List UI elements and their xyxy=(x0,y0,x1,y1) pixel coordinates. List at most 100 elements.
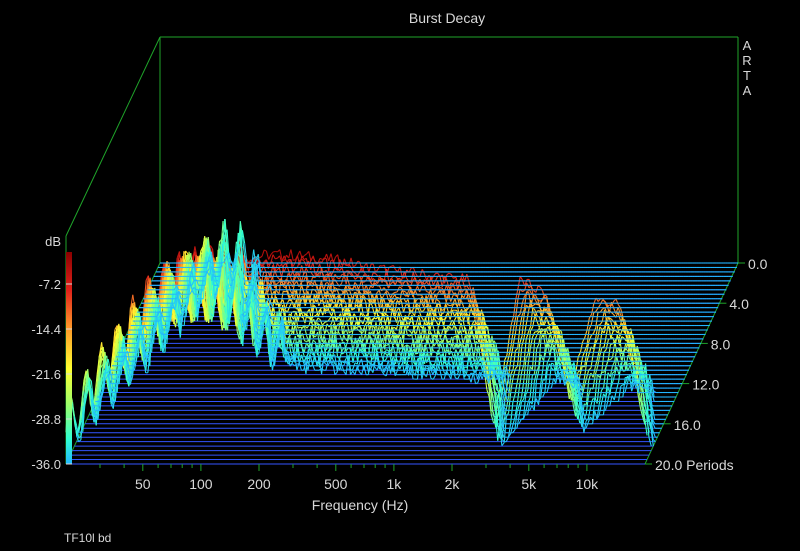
decay-segment xyxy=(317,323,321,326)
decay-segment xyxy=(527,326,532,333)
decay-segment xyxy=(586,340,590,352)
decay-segment xyxy=(296,260,301,269)
decay-segment xyxy=(641,409,646,423)
decay-segment xyxy=(455,328,460,335)
decay-segment xyxy=(271,276,276,289)
decay-segment xyxy=(622,377,626,398)
decay-segment xyxy=(613,307,617,314)
decay-segment xyxy=(462,335,466,345)
decay-segment xyxy=(450,303,454,307)
decay-segment xyxy=(350,271,354,276)
decay-segment xyxy=(357,271,361,276)
side-right-edge xyxy=(644,262,739,465)
decay-segment xyxy=(507,433,512,438)
decay-segment xyxy=(508,344,512,356)
decay-segment xyxy=(611,375,615,385)
decay-segment xyxy=(426,290,429,293)
decay-segment xyxy=(642,386,646,389)
decay-segment xyxy=(490,386,494,397)
decay-segment xyxy=(297,250,301,256)
decay-segment xyxy=(474,298,478,306)
decay-segment xyxy=(78,431,81,434)
watermark-letter: R xyxy=(742,53,751,68)
decay-segment xyxy=(512,393,516,403)
decay-segment xyxy=(434,281,439,288)
decay-segment xyxy=(305,281,309,296)
decay-segment xyxy=(436,290,441,295)
decay-segment xyxy=(641,404,646,412)
decay-segment xyxy=(493,415,496,418)
decay-segment xyxy=(373,272,376,274)
decay-segment xyxy=(652,439,656,443)
decay-segment xyxy=(305,291,309,302)
decay-segment xyxy=(341,267,345,275)
decay-segment xyxy=(641,381,645,399)
decay-segment xyxy=(367,277,372,283)
decay-segment xyxy=(285,273,289,284)
decay-segment xyxy=(619,330,623,337)
decay-segment xyxy=(303,253,307,257)
decay-segment xyxy=(396,300,400,303)
decay-segment xyxy=(501,438,505,443)
decay-segment xyxy=(532,303,536,306)
decay-segment xyxy=(328,349,331,352)
decay-segment xyxy=(435,276,439,282)
decay-segment xyxy=(71,403,76,417)
decay-segment xyxy=(447,312,451,320)
decay-segment xyxy=(582,337,586,342)
decay-segment xyxy=(450,282,454,286)
decay-segment xyxy=(459,284,463,293)
decay-segment xyxy=(356,297,360,312)
decay-segment xyxy=(485,358,490,378)
decay-segment xyxy=(350,257,354,267)
decay-segment xyxy=(576,412,581,423)
decay-segment xyxy=(427,295,432,307)
decay-segment xyxy=(354,291,357,294)
decay-segment xyxy=(586,318,590,330)
decay-segment xyxy=(512,429,516,434)
decay-segment xyxy=(401,271,405,279)
decay-segment xyxy=(505,437,509,442)
decay-segment xyxy=(110,400,114,402)
decay-segment xyxy=(331,293,335,303)
decay-segment xyxy=(512,317,517,329)
decay-segment xyxy=(503,416,507,443)
decay-segment xyxy=(80,391,84,421)
decay-segment xyxy=(337,277,340,280)
decay-segment xyxy=(586,329,590,346)
decay-segment xyxy=(544,294,548,297)
decay-segment xyxy=(272,250,276,253)
decay-segment xyxy=(129,310,133,335)
decay-segment xyxy=(620,384,624,387)
decay-segment xyxy=(474,313,478,319)
decay-segment xyxy=(607,323,612,339)
decay-segment xyxy=(494,392,498,405)
decay-segment xyxy=(456,305,460,315)
decay-segment xyxy=(114,391,118,394)
decay-segment xyxy=(318,289,322,298)
decay-segment xyxy=(499,419,503,440)
decay-segment xyxy=(289,276,294,283)
decay-segment xyxy=(622,350,627,371)
decay-segment xyxy=(399,363,403,370)
decay-segment xyxy=(305,260,309,267)
decay-segment xyxy=(587,387,592,397)
decay-segment xyxy=(541,318,545,327)
decay-segment xyxy=(100,364,104,369)
decay-segment xyxy=(465,313,469,315)
decay-segment xyxy=(292,259,296,261)
decay-segment xyxy=(97,367,102,395)
decay-segment xyxy=(632,338,636,353)
decay-segment xyxy=(535,285,539,293)
decay-segment xyxy=(548,303,552,318)
decay-segment xyxy=(525,352,529,359)
decay-segment xyxy=(510,344,514,358)
decay-segment xyxy=(540,354,544,361)
decay-segment xyxy=(387,302,391,311)
decay-segment xyxy=(494,390,498,396)
decay-segment xyxy=(643,397,647,413)
decay-segment xyxy=(387,283,392,289)
decay-segment xyxy=(261,249,265,257)
decay-segment xyxy=(403,271,408,279)
